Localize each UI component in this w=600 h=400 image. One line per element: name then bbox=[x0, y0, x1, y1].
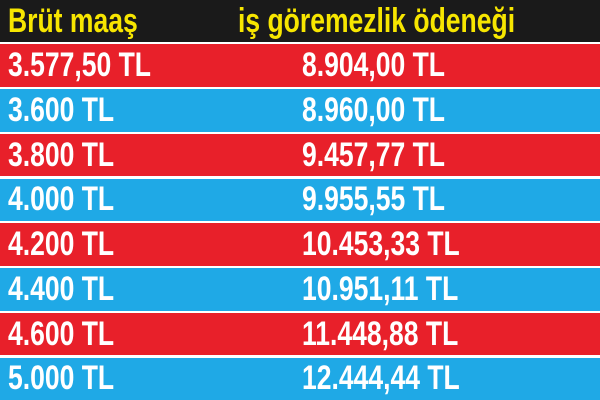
allowance-cell: 12.444,44 TL bbox=[302, 359, 460, 398]
allowance-cell: 9.955,55 TL bbox=[302, 180, 446, 219]
table-row: 4.400 TL 10.951,11 TL bbox=[0, 268, 600, 311]
allowance-cell: 10.951,11 TL bbox=[302, 269, 459, 308]
gross-salary-cell: 4.600 TL bbox=[8, 314, 115, 353]
table-header: Brüt maaş iş göremezlik ödeneği bbox=[0, 0, 600, 42]
allowance-cell: 8.960,00 TL bbox=[302, 90, 446, 129]
gross-salary-cell: 3.577,50 TL bbox=[8, 46, 152, 84]
gross-salary-cell: 3.800 TL bbox=[8, 135, 115, 174]
allowance-cell: 9.457,77 TL bbox=[302, 135, 446, 174]
allowance-cell: 8.904,00 TL bbox=[302, 46, 446, 84]
table-row: 5.000 TL 12.444,44 TL bbox=[0, 357, 600, 400]
table-row: 3.800 TL 9.457,77 TL bbox=[0, 133, 600, 177]
allowance-cell: 10.453,33 TL bbox=[302, 225, 460, 263]
header-incapacity-allowance: iş göremezlik ödeneği bbox=[238, 1, 516, 40]
table-row: 4.600 TL 11.448,88 TL bbox=[0, 312, 600, 356]
table-row: 3.577,50 TL 8.904,00 TL bbox=[0, 44, 600, 87]
table-row: 4.200 TL 10.453,33 TL bbox=[0, 223, 600, 266]
allowance-cell: 11.448,88 TL bbox=[302, 314, 459, 353]
table-row: 4.000 TL 9.955,55 TL bbox=[0, 178, 600, 221]
gross-salary-cell: 4.000 TL bbox=[8, 180, 115, 219]
gross-salary-cell: 4.400 TL bbox=[8, 269, 115, 308]
table-row: 3.600 TL 8.960,00 TL bbox=[0, 89, 600, 132]
header-gross-salary: Brüt maaş bbox=[8, 1, 138, 40]
gross-salary-cell: 5.000 TL bbox=[8, 359, 115, 398]
gross-salary-cell: 3.600 TL bbox=[8, 90, 115, 129]
gross-salary-cell: 4.200 TL bbox=[8, 225, 115, 263]
